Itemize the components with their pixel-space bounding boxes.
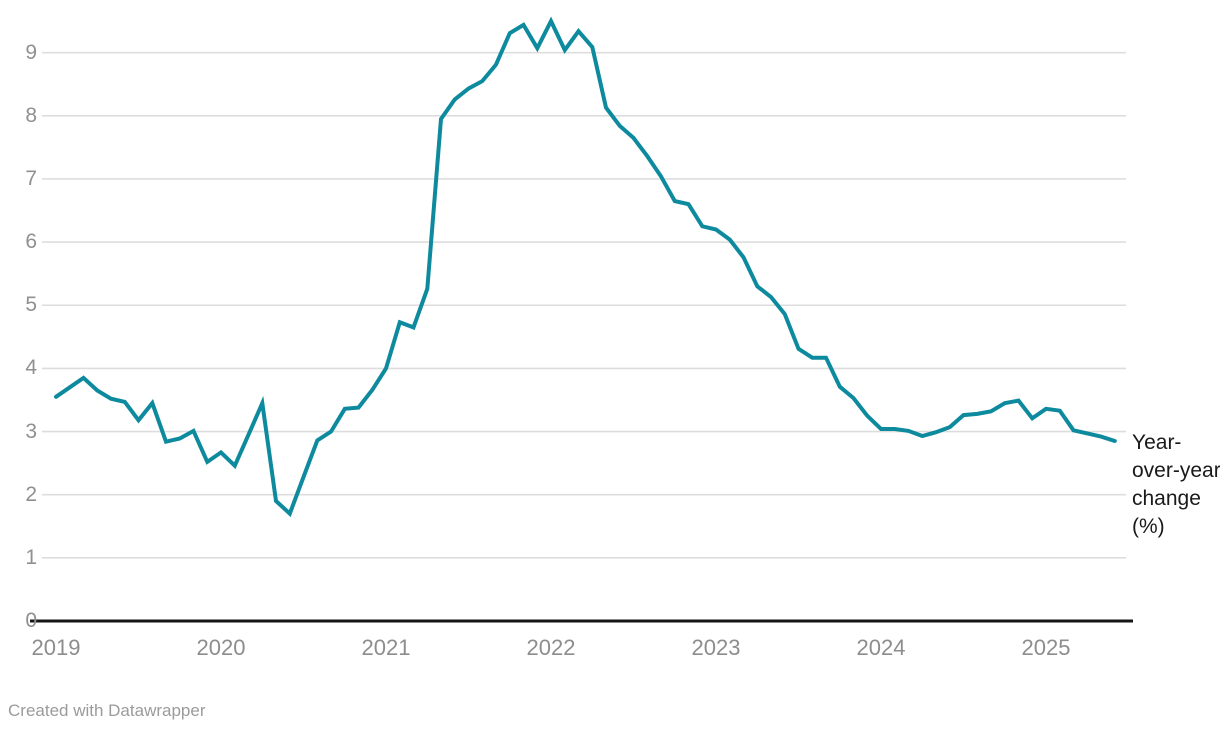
y-tick-label: 1	[25, 545, 37, 569]
y-tick-label: 2	[25, 482, 37, 506]
datawrapper-credit[interactable]: Created with Datawrapper	[8, 701, 206, 720]
y-tick-label: 4	[25, 356, 37, 380]
y-tick-label: 0	[25, 609, 37, 632]
x-tick-label: 2023	[691, 635, 741, 660]
y-tick-label: 3	[25, 419, 37, 443]
y-tick-label: 9	[25, 40, 37, 64]
gridlines	[42, 51, 1126, 559]
x-tick-label: 2022	[526, 635, 576, 660]
x-tick-label: 2019	[31, 635, 81, 660]
data-line[interactable]	[54, 16, 1117, 518]
y-tick-label: 8	[25, 103, 37, 127]
series-label: Year-over-year change (%)	[1132, 431, 1220, 538]
y-tick-label: 7	[25, 166, 37, 190]
x-tick-label: 2025	[1021, 635, 1071, 660]
x-tick-label: 2021	[361, 635, 411, 660]
y-tick-label: 5	[25, 293, 37, 317]
line-chart[interactable]	[0, 0, 1220, 680]
x-tick-label: 2024	[856, 635, 906, 660]
x-tick-label: 2020	[196, 635, 246, 660]
y-tick-label: 6	[25, 230, 37, 254]
